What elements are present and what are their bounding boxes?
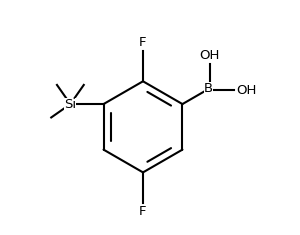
Text: Si: Si (64, 98, 76, 110)
Text: B: B (204, 82, 213, 95)
Text: F: F (139, 205, 147, 218)
Text: OH: OH (200, 49, 220, 62)
Text: F: F (139, 36, 147, 49)
Text: OH: OH (236, 84, 257, 97)
